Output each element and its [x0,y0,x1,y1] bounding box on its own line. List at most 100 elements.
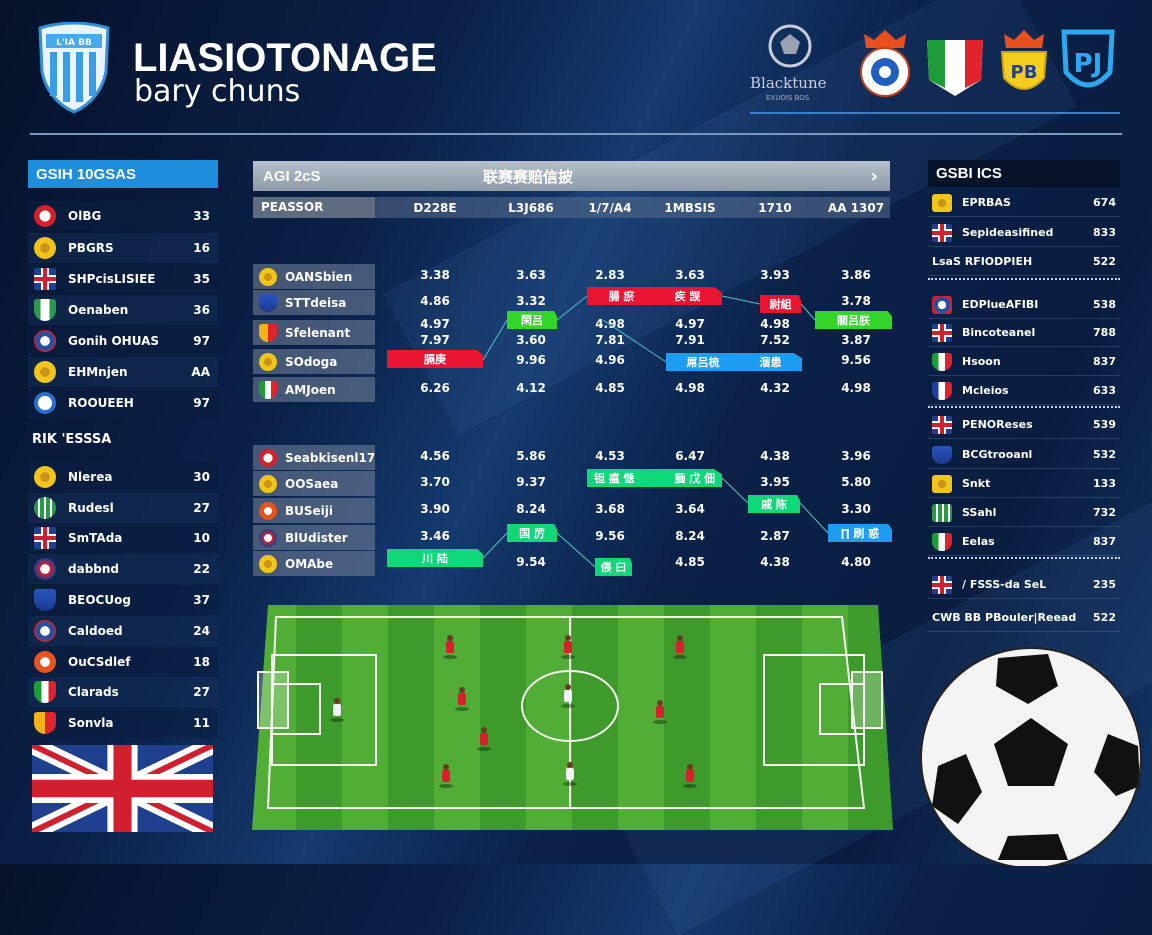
stat-list-item[interactable]: Eelas 837 [928,528,1120,556]
team-list-item[interactable]: EHMnjen AA [28,357,218,387]
odds-value[interactable]: 3.78 [841,294,871,308]
odds-value[interactable]: 6.47 [675,449,705,463]
odds-tag[interactable]: 閑吕 [507,311,557,329]
odds-value[interactable]: 4.98 [841,381,871,395]
odds-value[interactable]: 2.83 [595,268,625,282]
column-header[interactable]: L3J686 [508,201,554,215]
team-list-item[interactable]: SmTAda 10 [28,523,218,553]
odds-value[interactable]: 4.98 [675,381,705,395]
odds-tag[interactable]: 川 陆 [387,549,483,567]
team-list-item[interactable]: Sonvla 11 [28,708,218,738]
team-list-item[interactable]: Oenaben 36 [28,295,218,325]
odds-value[interactable]: 3.95 [760,475,790,489]
odds-value[interactable]: 7.91 [675,333,705,347]
odds-value[interactable]: 3.93 [760,268,790,282]
team-list-item[interactable]: SHPcisLISIEE 35 [28,264,218,294]
odds-value[interactable]: 4.97 [420,317,450,331]
odds-value[interactable]: 4.38 [760,555,790,569]
odds-tag[interactable]: 偎 曰 [595,558,632,576]
odds-value[interactable]: 3.90 [420,502,450,516]
team-cell[interactable]: Seabkisenl17 [253,445,375,470]
odds-tag[interactable]: 钽 瘟 惬腼 戊 佃 [587,469,722,487]
column-header[interactable]: 1/7/A4 [588,201,632,215]
pj-shield-icon[interactable]: PJ [1060,28,1116,100]
odds-value[interactable]: 4.98 [760,317,790,331]
odds-value[interactable]: 3.32 [516,294,546,308]
odds-value[interactable]: 7.81 [595,333,625,347]
team-list-item[interactable]: OlBG 33 [28,201,218,231]
odds-tag[interactable]: 腸 瘀疾 觊 [587,287,722,305]
column-header[interactable]: AA 1307 [827,201,885,215]
odds-value[interactable]: 3.38 [420,268,450,282]
odds-value[interactable]: 4.12 [516,381,546,395]
odds-value[interactable]: 4.96 [595,353,625,367]
stat-list-item[interactable]: LsaS RFIODPIEH 522 [928,248,1120,276]
odds-value[interactable]: 4.80 [841,555,871,569]
stat-list-item[interactable]: / FSSS-da SeL 235 [928,571,1120,599]
odds-value[interactable]: 5.80 [841,475,871,489]
odds-value[interactable]: 3.63 [675,268,705,282]
team-list-item[interactable]: ROOUEEH 97 [28,388,218,418]
odds-value[interactable]: 4.32 [760,381,790,395]
odds-value[interactable]: 3.30 [841,502,871,516]
odds-tag[interactable]: 屌吕梳 溜患 [666,353,802,371]
odds-tag[interactable]: 尉組 [760,295,801,313]
odds-value[interactable]: 3.96 [841,449,871,463]
odds-value[interactable]: 3.70 [420,475,450,489]
stat-list-item[interactable]: Snkt 133 [928,470,1120,498]
odds-value[interactable]: 3.46 [420,529,450,543]
team-list-item[interactable]: OuCSdlef 18 [28,647,218,677]
odds-value[interactable]: 3.63 [516,268,546,282]
odds-value[interactable]: 9.56 [841,353,871,367]
team-list-item[interactable]: Nlerea 30 [28,462,218,492]
team-cell[interactable]: SOdoga [253,349,375,374]
odds-value[interactable]: 3.87 [841,333,871,347]
odds-value[interactable]: 8.24 [675,529,705,543]
odds-value[interactable]: 4.85 [595,381,625,395]
odds-tag[interactable]: 国 厉 [507,524,557,542]
team-cell[interactable]: OMAbe [253,551,375,576]
stat-list-item[interactable]: Hsoon 837 [928,348,1120,376]
odds-value[interactable]: 7.97 [420,333,450,347]
odds-value[interactable]: 9.54 [516,555,546,569]
team-list-item[interactable]: Gonih OHUAS 97 [28,326,218,356]
odds-value[interactable]: 4.85 [675,555,705,569]
yellow-crown-crest-icon[interactable]: PB [998,28,1050,98]
odds-value[interactable]: 9.96 [516,353,546,367]
odds-value[interactable]: 3.60 [516,333,546,347]
stat-list-item[interactable]: CWB BB PBouler|Reead 522 [928,604,1120,632]
odds-value[interactable]: 4.97 [675,317,705,331]
odds-value[interactable]: 6.26 [420,381,450,395]
team-cell[interactable]: Sfelenant [253,320,375,345]
odds-value[interactable]: 4.86 [420,294,450,308]
stat-list-item[interactable]: Bincoteanel 788 [928,319,1120,347]
stat-list-item[interactable]: Sepideasifined 833 [928,219,1120,247]
odds-tag[interactable]: 膈庚 [387,350,483,368]
odds-value[interactable]: 2.87 [760,529,790,543]
odds-value[interactable]: 4.98 [595,317,625,331]
odds-value[interactable]: 4.53 [595,449,625,463]
stat-list-item[interactable]: Mcleios 633 [928,377,1120,405]
team-list-item[interactable]: Caldoed 24 [28,616,218,646]
team-list-item[interactable]: Rudesl 27 [28,493,218,523]
stat-list-item[interactable]: EPRBAS 674 [928,189,1120,217]
odds-value[interactable]: 3.64 [675,502,705,516]
odds-value[interactable]: 4.56 [420,449,450,463]
team-cell[interactable]: OOSaea [253,471,375,496]
odds-tag[interactable]: ∏ 刷 惑 [828,524,892,542]
stat-list-item[interactable]: EDPlueAFIBI 538 [928,291,1120,319]
odds-value[interactable]: 9.56 [595,529,625,543]
first-column-header[interactable]: PEASSOR [253,197,375,218]
odds-value[interactable]: 4.38 [760,449,790,463]
team-cell[interactable]: STTdeisa [253,290,375,315]
team-list-item[interactable]: Clarads 27 [28,677,218,707]
column-header[interactable]: D228E [413,201,457,215]
team-list-item[interactable]: PBGRS 16 [28,233,218,263]
team-cell[interactable]: OANSbien [253,264,375,289]
team-cell[interactable]: BUSeiji [253,498,375,523]
column-header[interactable]: 1MBSIS [664,201,716,215]
odds-tag[interactable]: 關吕朕 [815,311,892,329]
column-header[interactable]: 1710 [758,201,792,215]
stat-list-item[interactable]: SSahl 732 [928,499,1120,527]
stat-list-item[interactable]: PENOReses 539 [928,411,1120,439]
